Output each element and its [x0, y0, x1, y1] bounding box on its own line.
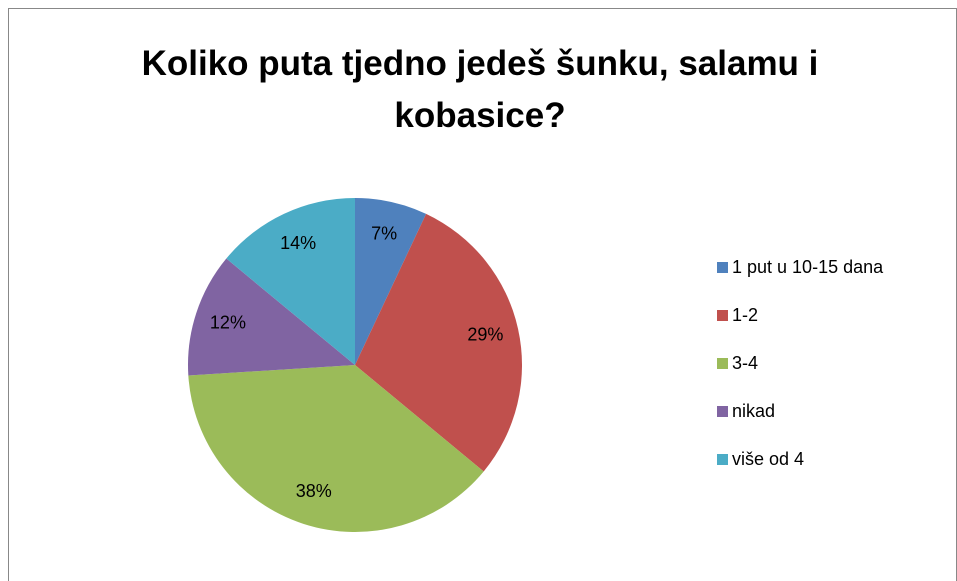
legend-swatch: [717, 262, 728, 273]
legend-swatch: [717, 406, 728, 417]
legend-label: 3-4: [732, 353, 758, 373]
data-label: 38%: [296, 481, 332, 501]
data-label: 29%: [467, 325, 503, 345]
legend-swatch: [717, 454, 728, 465]
pie-slice: [226, 198, 355, 365]
legend-label: 1-2: [732, 305, 758, 325]
legend-label: 1 put u 10-15 dana: [732, 257, 884, 277]
pie-slice: [188, 365, 484, 533]
legend-swatch: [717, 310, 728, 321]
chart-title: Koliko puta tjedno jedeš šunku, salamu i…: [141, 44, 819, 135]
data-label: 14%: [280, 233, 316, 253]
pie-slice: [355, 198, 427, 365]
legend-label: više od 4: [732, 449, 804, 469]
data-label: 7%: [371, 223, 397, 243]
pie-slice: [188, 258, 355, 376]
data-label: 12%: [210, 312, 246, 332]
legend-label: nikad: [732, 401, 775, 421]
pie-slice: [355, 213, 522, 472]
legend-swatch: [717, 358, 728, 369]
